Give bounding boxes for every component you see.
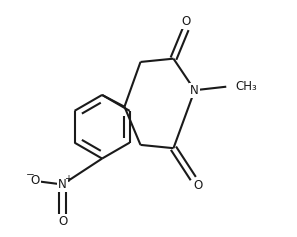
Text: +: + — [64, 174, 72, 184]
Text: CH₃: CH₃ — [236, 80, 257, 93]
Text: O: O — [181, 15, 190, 28]
Text: O: O — [193, 179, 203, 192]
Text: O: O — [58, 215, 67, 228]
Text: N: N — [190, 84, 199, 97]
Text: −: − — [25, 170, 34, 180]
Text: N: N — [58, 178, 67, 191]
Text: O: O — [30, 174, 40, 187]
